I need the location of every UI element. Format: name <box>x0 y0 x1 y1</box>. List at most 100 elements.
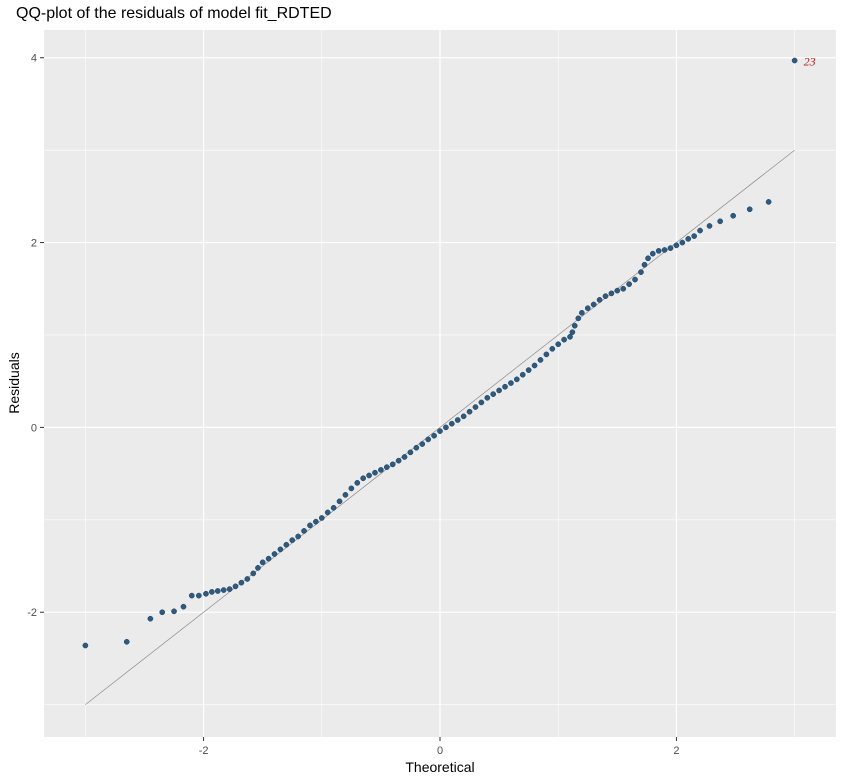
data-point <box>620 285 627 292</box>
data-point <box>791 57 798 64</box>
data-point <box>265 555 272 562</box>
data-point <box>543 351 550 358</box>
x-axis: -2 0 2 <box>199 737 679 757</box>
data-point <box>496 387 502 394</box>
data-point <box>490 391 497 397</box>
data-point <box>250 570 257 577</box>
data-point <box>579 309 585 316</box>
data-point <box>413 444 420 451</box>
data-point <box>537 357 544 363</box>
data-point <box>431 432 437 439</box>
data-point <box>626 281 632 288</box>
data-point <box>571 322 578 329</box>
data-point <box>366 472 372 479</box>
data-point <box>318 515 325 521</box>
data-point <box>632 276 638 283</box>
data-point <box>638 269 644 275</box>
data-point <box>549 345 556 352</box>
data-point <box>159 609 166 616</box>
data-point <box>575 315 582 322</box>
data-point <box>283 541 290 548</box>
y-axis: -2 0 2 4 <box>27 53 44 619</box>
data-point <box>661 247 668 253</box>
data-point <box>641 261 648 268</box>
data-point <box>555 341 562 348</box>
data-point <box>673 242 680 249</box>
data-point <box>649 250 656 257</box>
data-point <box>123 638 130 645</box>
data-point <box>196 592 202 599</box>
x-tick-label: 0 <box>437 745 443 757</box>
data-point <box>685 236 692 242</box>
y-tick-label: 4 <box>31 53 37 65</box>
data-point <box>508 380 514 386</box>
data-point <box>466 408 473 415</box>
data-point <box>307 522 313 529</box>
data-point <box>590 301 597 308</box>
point-annotations: 23 <box>804 54 816 68</box>
data-point <box>209 589 215 595</box>
data-point <box>259 559 266 566</box>
data-point <box>407 449 414 456</box>
data-point <box>395 457 402 464</box>
data-point <box>372 469 378 476</box>
data-point <box>180 603 187 610</box>
data-point <box>378 467 384 473</box>
y-tick-label: -2 <box>27 607 37 619</box>
data-point <box>679 239 686 246</box>
data-point <box>513 376 520 383</box>
data-point <box>336 498 343 505</box>
data-point <box>454 417 461 423</box>
data-point <box>655 248 662 254</box>
data-point <box>730 212 737 219</box>
data-point <box>330 504 337 511</box>
data-point <box>614 287 621 294</box>
data-point <box>220 587 227 593</box>
data-point <box>519 371 526 378</box>
data-point <box>419 441 426 447</box>
data-point <box>478 399 485 406</box>
data-point <box>401 454 408 460</box>
data-point <box>232 583 239 590</box>
data-point <box>226 586 233 592</box>
data-point <box>147 615 154 622</box>
data-point <box>567 333 573 340</box>
data-point <box>608 290 615 297</box>
data-point <box>602 293 609 300</box>
data-point <box>238 579 245 586</box>
data-point <box>596 297 603 303</box>
x-tick-label: 2 <box>673 745 679 757</box>
data-point <box>691 233 697 239</box>
data-point <box>244 576 251 582</box>
data-point <box>383 464 390 470</box>
data-point <box>697 227 703 234</box>
data-point <box>531 362 538 369</box>
data-point <box>746 206 753 213</box>
data-point <box>342 492 349 498</box>
data-point <box>706 223 713 229</box>
point-label: 23 <box>804 54 816 68</box>
data-point <box>301 528 307 534</box>
data-point <box>437 428 443 434</box>
data-point <box>203 590 209 597</box>
data-point <box>354 479 361 486</box>
data-point <box>271 551 278 557</box>
data-point <box>765 199 772 205</box>
major-grid <box>44 30 836 737</box>
data-points <box>82 57 798 649</box>
data-point <box>525 367 532 373</box>
data-point <box>214 588 221 594</box>
data-point <box>584 305 591 312</box>
data-point <box>645 255 651 262</box>
data-point <box>313 518 319 525</box>
data-point <box>443 424 449 431</box>
data-point <box>348 485 355 492</box>
data-point <box>82 642 89 649</box>
data-point <box>289 537 296 543</box>
x-tick-label: -2 <box>199 745 209 757</box>
data-point <box>472 404 479 410</box>
data-point <box>295 533 301 540</box>
data-point <box>360 475 367 482</box>
y-tick-label: 0 <box>31 422 37 434</box>
